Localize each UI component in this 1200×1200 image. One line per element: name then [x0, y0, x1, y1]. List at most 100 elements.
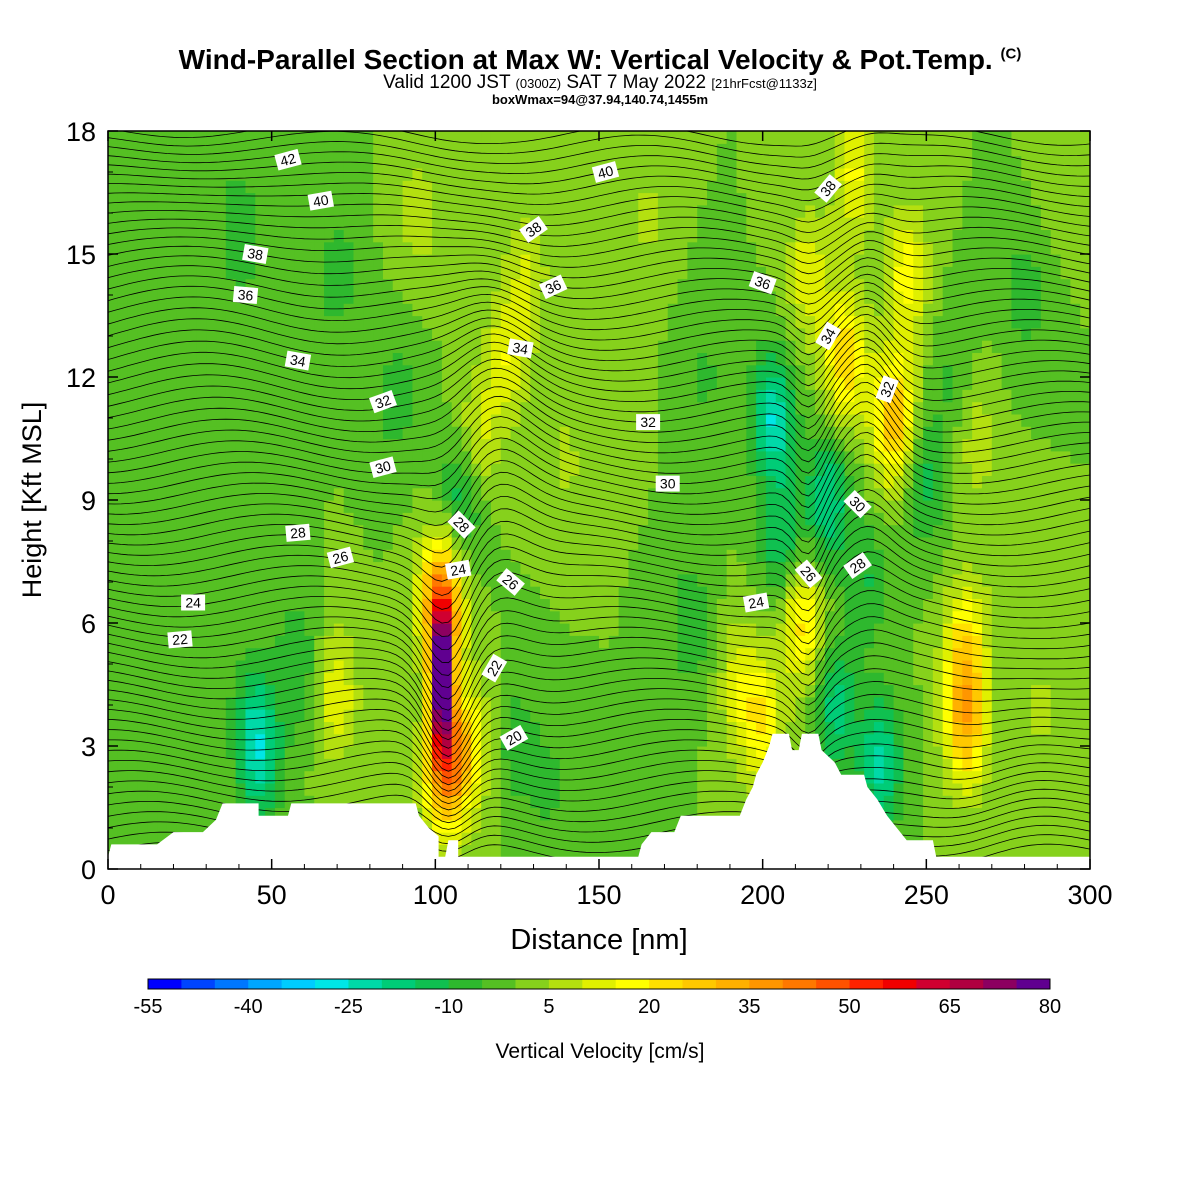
w-cell	[451, 340, 463, 353]
w-cell	[333, 413, 345, 427]
w-cell	[883, 278, 895, 292]
w-cell	[451, 782, 463, 796]
w-cell	[775, 487, 787, 501]
w-cell	[864, 598, 875, 612]
w-cell	[392, 635, 404, 649]
w-cell	[667, 770, 679, 784]
w-cell	[353, 758, 364, 772]
w-cell	[805, 512, 816, 526]
w-cell	[186, 684, 197, 698]
w-cell	[599, 733, 610, 747]
w-cell	[147, 450, 158, 464]
w-cell	[206, 180, 217, 194]
w-cell	[785, 180, 796, 194]
w-cell	[618, 573, 630, 587]
w-cell	[500, 586, 512, 599]
w-cell	[677, 413, 688, 427]
w-cell	[677, 623, 688, 636]
w-cell	[216, 659, 227, 673]
w-cell	[834, 598, 846, 612]
w-cell	[137, 684, 148, 698]
w-cell	[500, 278, 512, 292]
w-cell	[883, 143, 895, 157]
w-cell	[422, 364, 433, 378]
w-cell	[667, 217, 679, 230]
w-cell	[127, 290, 139, 304]
w-cell	[873, 377, 885, 390]
w-cell	[726, 401, 738, 415]
w-cell	[599, 131, 610, 144]
w-cell	[392, 254, 404, 267]
w-cell	[186, 413, 197, 427]
w-cell	[343, 770, 355, 784]
w-cell	[176, 192, 188, 206]
w-cell	[137, 770, 148, 784]
w-cell	[608, 463, 620, 476]
w-cell	[765, 131, 777, 144]
w-cell	[363, 536, 374, 550]
w-cell	[147, 807, 158, 821]
w-cell	[206, 623, 217, 636]
w-cell	[677, 463, 688, 476]
w-cell	[785, 413, 796, 427]
w-cell	[785, 709, 796, 722]
w-cell	[216, 254, 227, 267]
w-cell	[510, 795, 522, 809]
w-cell	[255, 327, 266, 341]
w-cell	[844, 377, 855, 390]
w-cell	[127, 315, 139, 329]
w-cell	[382, 475, 394, 489]
w-cell	[196, 610, 207, 624]
w-cell	[667, 635, 679, 649]
w-cell	[422, 143, 433, 157]
w-cell	[648, 500, 659, 513]
w-cell	[599, 352, 610, 366]
w-cell	[883, 217, 895, 230]
w-cell	[893, 758, 905, 772]
w-cell	[284, 746, 296, 759]
w-cell	[893, 278, 905, 292]
w-cell	[235, 672, 247, 686]
w-cell	[451, 327, 463, 341]
w-cell	[834, 696, 846, 710]
w-cell	[490, 549, 502, 563]
w-cell	[216, 623, 227, 636]
w-cell	[343, 426, 355, 440]
w-cell	[765, 684, 777, 698]
w-cell	[873, 426, 885, 440]
w-cell	[549, 389, 561, 403]
w-cell	[235, 229, 247, 243]
w-cell	[353, 364, 364, 378]
w-cell	[834, 586, 846, 599]
w-cell	[225, 475, 237, 489]
w-cell	[873, 352, 885, 366]
w-cell	[824, 610, 836, 624]
w-cell	[785, 389, 796, 403]
w-cell	[265, 512, 276, 526]
w-cell	[795, 131, 806, 144]
w-cell	[108, 377, 119, 390]
w-cell	[579, 266, 590, 280]
w-cell	[608, 487, 620, 501]
w-cell	[824, 659, 836, 673]
w-cell	[520, 192, 531, 206]
w-cell	[225, 709, 237, 722]
w-cell	[638, 598, 649, 612]
w-cell	[559, 463, 571, 476]
w-cell	[490, 401, 502, 415]
w-cell	[815, 389, 826, 403]
w-cell	[373, 721, 384, 735]
w-cell	[500, 561, 512, 575]
w-cell	[697, 278, 708, 292]
w-cell	[618, 807, 630, 821]
w-cell	[687, 303, 698, 317]
w-cell	[166, 241, 178, 255]
w-cell	[618, 290, 630, 304]
w-cell	[716, 389, 728, 403]
w-cell	[657, 229, 669, 243]
w-cell	[854, 721, 865, 735]
w-cell	[157, 721, 168, 735]
w-cell	[294, 241, 305, 255]
w-cell	[667, 463, 679, 476]
w-cell	[324, 327, 335, 341]
